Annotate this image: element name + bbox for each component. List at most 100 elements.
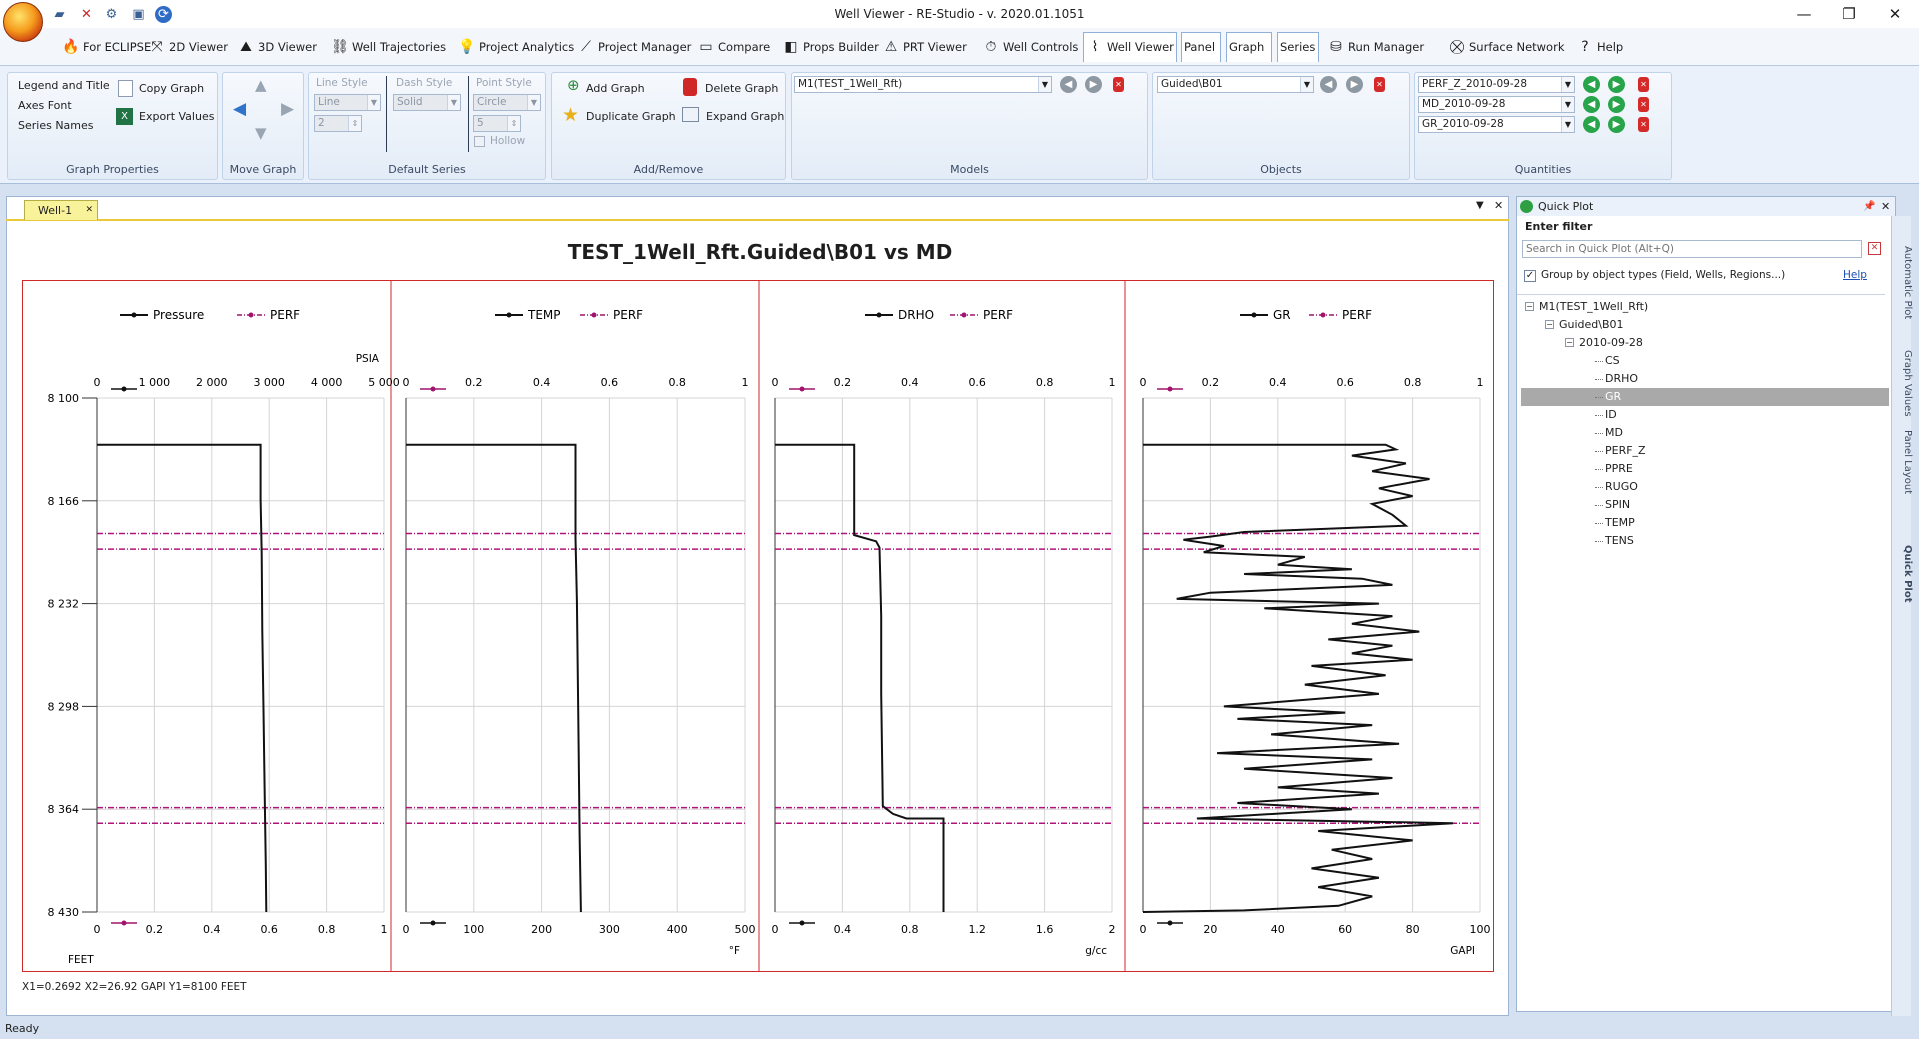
dash-style-select[interactable]: Solid ▼ xyxy=(393,94,461,111)
close-project-icon[interactable]: ✕ xyxy=(81,7,92,22)
side-tab-graph-values[interactable]: Graph Values xyxy=(1902,350,1913,417)
tree-quantity-tens[interactable]: TENS xyxy=(1521,532,1889,550)
point-size-stepper[interactable]: 5 ⇕ xyxy=(473,115,521,132)
tree-date[interactable]: −2010-09-28 xyxy=(1521,334,1889,352)
quantity-select[interactable]: GR_2010-09-28 ▼ xyxy=(1418,116,1575,133)
maximize-button[interactable]: ❐ xyxy=(1842,5,1856,23)
tree-quantity-cs[interactable]: CS xyxy=(1521,352,1889,370)
legend-title-button[interactable]: Legend and Title xyxy=(18,79,110,92)
tab-compare[interactable]: ▭ Compare xyxy=(695,32,774,62)
close-icon[interactable]: ✕ xyxy=(1881,200,1891,213)
tree-quantity-spin[interactable]: SPIN xyxy=(1521,496,1889,514)
tab-well-controls[interactable]: ⏱ Well Controls xyxy=(980,32,1085,62)
quantity-next-button[interactable]: ▶ xyxy=(1608,96,1625,113)
app-menu-button[interactable] xyxy=(3,2,43,42)
tab-run-manager[interactable]: ⛁ Run Manager xyxy=(1325,32,1445,62)
delete-graph-button[interactable]: Delete Graph xyxy=(705,82,779,95)
quantity-delete-button[interactable]: ✕ xyxy=(1638,97,1649,112)
tree-quantity-perf_z[interactable]: PERF_Z xyxy=(1521,442,1889,460)
tree-quantity-md[interactable]: MD xyxy=(1521,424,1889,442)
tab-panel[interactable]: Panel xyxy=(1181,32,1221,62)
side-tab-panel-layout[interactable]: Panel Layout xyxy=(1902,430,1913,495)
quantity-prev-button[interactable]: ◀ xyxy=(1583,76,1600,93)
clear-filter-icon[interactable]: ✕ xyxy=(1868,242,1881,255)
tree-quantity-temp[interactable]: TEMP xyxy=(1521,514,1889,532)
tree-quantity-drho[interactable]: DRHO xyxy=(1521,370,1889,388)
tree-quantity-id[interactable]: ID xyxy=(1521,406,1889,424)
duplicate-graph-button[interactable]: Duplicate Graph xyxy=(586,110,676,123)
model-delete-button[interactable]: ✕ xyxy=(1113,77,1124,92)
add-graph-button[interactable]: Add Graph xyxy=(586,82,645,95)
close-icon[interactable]: ✕ xyxy=(85,205,93,215)
group-checkbox[interactable]: ✓ xyxy=(1524,270,1536,282)
tab-project-analytics[interactable]: 💡 Project Analytics xyxy=(456,32,574,62)
object-prev-button[interactable]: ◀ xyxy=(1320,76,1337,93)
tab-props-builder[interactable]: ◧ Props Builder xyxy=(780,32,879,62)
model-prev-button[interactable]: ◀ xyxy=(1060,76,1077,93)
tab-project-manager[interactable]: ⟋ Project Manager xyxy=(575,32,691,62)
object-delete-button[interactable]: ✕ xyxy=(1374,77,1385,92)
tab-well-trajectories[interactable]: ⛓ Well Trajectories xyxy=(329,32,446,62)
export-values-button[interactable]: Export Values xyxy=(139,110,215,123)
series-names-button[interactable]: Series Names xyxy=(18,119,94,132)
save-icon[interactable]: ▣ xyxy=(132,7,145,22)
tree-quantity-gr[interactable]: GR xyxy=(1521,388,1889,406)
expand-graph-button[interactable]: Expand Graph xyxy=(706,110,785,123)
side-tab-quick-plot[interactable]: Quick Plot xyxy=(1902,545,1913,603)
quantity-prev-button[interactable]: ◀ xyxy=(1583,116,1600,133)
quantity-select[interactable]: PERF_Z_2010-09-28 ▼ xyxy=(1418,76,1575,93)
line-style-select[interactable]: Line ▼ xyxy=(314,94,381,111)
tree-object[interactable]: − Guided\B01 xyxy=(1521,316,1889,334)
tab-label: Panel xyxy=(1184,40,1216,54)
tree-label: M1(TEST_1Well_Rft) xyxy=(1539,300,1649,313)
quantity-select[interactable]: MD_2010-09-28 ▼ xyxy=(1418,96,1575,113)
hollow-checkbox[interactable] xyxy=(474,136,485,147)
pin-icon[interactable]: 📌 xyxy=(1863,201,1876,212)
tree-quantity-ppre[interactable]: PPRE xyxy=(1521,460,1889,478)
object-next-button[interactable]: ▶ xyxy=(1346,76,1363,93)
object-select[interactable]: Guided\B01 ▼ xyxy=(1157,76,1314,93)
open-folder-icon[interactable]: ▰ xyxy=(54,7,65,22)
chevron-down-icon[interactable]: ▼ xyxy=(1476,200,1484,211)
move-down-icon[interactable]: ▼ xyxy=(255,124,267,142)
quantity-prev-button[interactable]: ◀ xyxy=(1583,96,1600,113)
tab-2d-viewer[interactable]: ⤧ 2D Viewer xyxy=(146,32,228,62)
minimize-button[interactable]: — xyxy=(1796,5,1812,23)
doc-tab-well-1[interactable]: Well-1 ✕ xyxy=(24,200,98,220)
move-right-icon[interactable]: ▶ xyxy=(281,99,295,119)
collapse-icon[interactable]: − xyxy=(1525,302,1534,311)
quantity-next-button[interactable]: ▶ xyxy=(1608,116,1625,133)
move-left-icon[interactable]: ◀ xyxy=(233,99,247,119)
dash-style-value: Solid xyxy=(397,96,423,108)
quantity-delete-button[interactable]: ✕ xyxy=(1638,77,1649,92)
move-up-icon[interactable]: ▲ xyxy=(255,76,267,94)
tab-for-eclipse[interactable]: 🔥 For ECLIPSE xyxy=(60,32,151,62)
search-input[interactable] xyxy=(1522,240,1862,258)
tab-well-viewer[interactable]: ⌇ Well Viewer xyxy=(1083,32,1177,62)
tab-surface-network[interactable]: ⛒ Surface Network xyxy=(1446,32,1576,62)
axes-font-button[interactable]: Axes Font xyxy=(18,99,72,112)
line-width-stepper[interactable]: 2 ⇕ xyxy=(314,115,362,132)
refresh-icon[interactable]: ⟳ xyxy=(155,6,172,23)
model-select[interactable]: M1(TEST_1Well_Rft) ▼ xyxy=(794,76,1052,93)
point-style-select[interactable]: Circle ▼ xyxy=(473,94,541,111)
collapse-icon[interactable]: − xyxy=(1545,320,1554,329)
tree-quantity-rugo[interactable]: RUGO xyxy=(1521,478,1889,496)
help-link[interactable]: Help xyxy=(1843,269,1867,281)
model-next-button[interactable]: ▶ xyxy=(1085,76,1102,93)
chevron-down-icon: ▼ xyxy=(1038,77,1051,92)
tree-root[interactable]: − M1(TEST_1Well_Rft) xyxy=(1521,298,1889,316)
tab-series[interactable]: Series xyxy=(1277,32,1319,62)
tab-help[interactable]: ? Help xyxy=(1574,32,1632,62)
close-icon[interactable]: ✕ xyxy=(1494,199,1504,212)
close-window-button[interactable]: ✕ xyxy=(1888,5,1902,23)
gear-icon[interactable]: ⚙ xyxy=(105,7,118,22)
tab-graph[interactable]: Graph xyxy=(1226,32,1272,62)
quantity-next-button[interactable]: ▶ xyxy=(1608,76,1625,93)
tab-3d-viewer[interactable]: ⛰ 3D Viewer xyxy=(235,32,322,62)
tab-prt-viewer[interactable]: ⚠ PRT Viewer xyxy=(880,32,970,62)
side-tab-automatic-plot[interactable]: Automatic Plot xyxy=(1902,246,1913,320)
copy-graph-button[interactable]: Copy Graph xyxy=(139,82,205,95)
collapse-icon[interactable]: − xyxy=(1565,338,1574,347)
quantity-delete-button[interactable]: ✕ xyxy=(1638,117,1649,132)
